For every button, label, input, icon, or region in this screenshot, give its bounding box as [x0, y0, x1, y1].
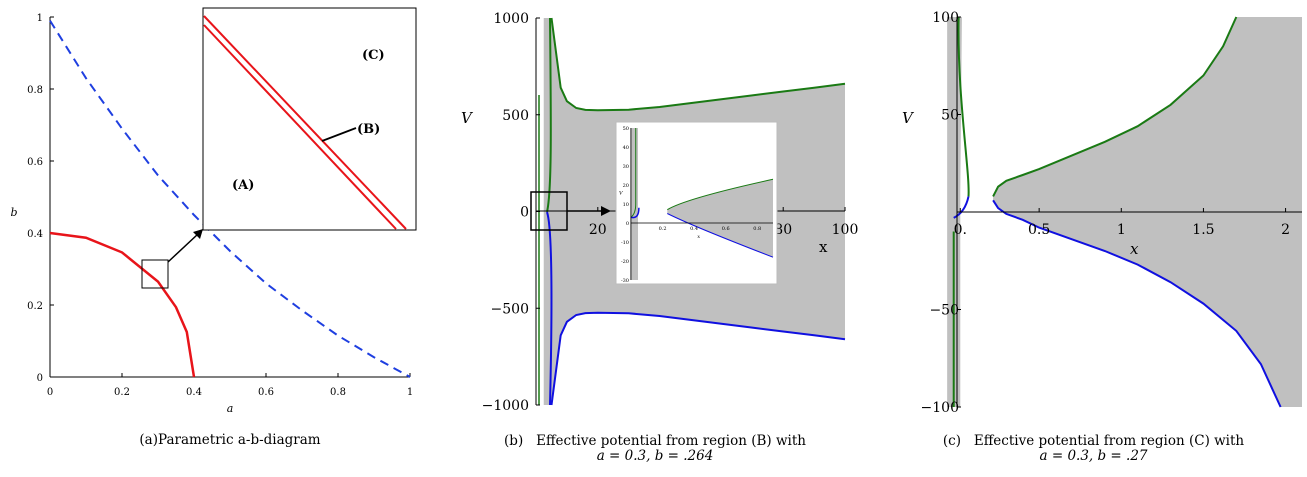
dashed-boundary-curve — [49, 20, 411, 378]
lower-potential-curve — [550, 311, 846, 406]
inset-y-tick-label: 50 — [623, 126, 629, 132]
inset-x-tick-label: 0.8 — [753, 226, 761, 232]
caption-a: (a)Parametric a-b-diagram — [80, 433, 380, 448]
inset-pointer-b — [321, 127, 357, 142]
inset-x-label: x — [697, 234, 700, 240]
y-tick-label: −100 — [921, 400, 959, 416]
y-tick-label: 50 — [941, 108, 959, 124]
x-axis-label: a — [227, 402, 234, 415]
inset-curve-lower — [203, 24, 397, 230]
caption-b-prefix: (b) — [504, 433, 524, 449]
panel-a: 0 0.2 0.4 0.6 0.8 1 0 0.2 0.4 0.6 0.8 1 a b (A) (B) (C) … — [0, 0, 430, 473]
y-tick-label: 0.6 — [27, 157, 43, 168]
left-lower-branch — [953, 196, 970, 219]
inset-x-tick-label: 0.4 — [690, 226, 698, 232]
left-upper-branch — [957, 16, 970, 197]
y-axis-label: b — [10, 206, 17, 219]
caption-b-line2: a = 0.3, b = .264 — [596, 448, 714, 464]
upper-potential-curve — [550, 17, 846, 112]
y-tick-label: 0.4 — [27, 229, 43, 240]
inset-shaded-region — [667, 179, 773, 258]
zoom-arrow-head — [193, 229, 203, 239]
inset-x-tick-label: 0.6 — [722, 226, 730, 232]
zoom-box — [141, 259, 169, 289]
inset-label-c: (C) — [362, 48, 385, 63]
x-tick-label: 80 — [774, 222, 792, 238]
x-tick-label: 0.4 — [186, 387, 202, 398]
y-axis-label: V — [902, 109, 915, 127]
x-tick-label: 0 — [47, 387, 53, 398]
x-tick-label: 0.6 — [258, 387, 274, 398]
inset-upper-curve — [667, 178, 774, 211]
caption-c-line2: a = 0.3, b = .27 — [1039, 448, 1148, 464]
caption-b-line1: Effective potential from region (B) with — [536, 433, 806, 449]
lower-potential-curve — [992, 199, 1282, 408]
chart-a: 0 0.2 0.4 0.6 0.8 1 0 0.2 0.4 0.6 0.8 1 a b (A) (B) (C) — [10, 7, 417, 415]
caption-a-prefix: (a) — [139, 432, 158, 448]
y-tick-label: 100 — [932, 10, 959, 26]
caption-a-text: Parametric a-b-diagram — [157, 432, 321, 448]
caption-c-line1: Effective potential from region (C) with — [973, 433, 1245, 449]
x-tick-label: 0. — [954, 222, 967, 238]
solid-boundary-curve — [49, 231, 196, 378]
caption-c-prefix: (c) — [942, 433, 961, 449]
panel-c: 100 50 −50 −100 0. 0.5 1 1.5 2 x V (c) Effective p… — [880, 0, 1307, 473]
caption-b: (b) Effective potential from region (B) … — [445, 434, 865, 464]
inset-y-tick-label: 40 — [623, 145, 629, 151]
x-tick-label: 1.5 — [1192, 222, 1214, 238]
inset-x-tick-label: 0.2 — [659, 226, 667, 232]
left-upper-branch — [546, 17, 552, 213]
x-tick-label: 0.8 — [330, 387, 346, 398]
x-tick-label: 20 — [589, 222, 607, 238]
caption-c: (c) Effective potential from region (C) … — [880, 434, 1307, 464]
inset-y-tick-label: -10 — [621, 240, 629, 246]
y-tick-label: 1 — [37, 13, 43, 24]
x-tick-label: 2 — [1281, 222, 1290, 238]
inset-y-tick-label: -30 — [621, 278, 629, 284]
inset-label-a: (A) — [232, 178, 254, 193]
y-tick-label: 0.8 — [27, 85, 43, 96]
y-tick-label: −50 — [929, 303, 959, 319]
inset-y-tick-label: -20 — [621, 259, 629, 265]
left-lower-branch — [546, 211, 553, 406]
inset-left-upper — [630, 128, 637, 218]
y-tick-label: 500 — [502, 108, 529, 124]
inset-shaded-strip — [630, 128, 638, 280]
inset-y-tick-label: 30 — [623, 164, 629, 170]
x-axis-label: x — [1130, 240, 1139, 258]
panel-b: 1000 500 0 −500 −1000 20 80 100 x V 50 40 30 20 10 0 -10… — [445, 0, 865, 473]
inset-y-tick-label: 20 — [623, 183, 629, 189]
x-tick-label: 1 — [407, 387, 413, 398]
x-tick-label: 0.2 — [114, 387, 130, 398]
inset-label-b: (B) — [357, 122, 380, 137]
inset-curve-upper — [203, 15, 407, 230]
inset-y-tick-label: 0 — [626, 221, 629, 227]
inset-y-tick-label: 10 — [623, 202, 629, 208]
inset-frame — [202, 7, 417, 231]
y-tick-label: 0 — [37, 373, 43, 384]
zoom-arrow — [167, 233, 199, 263]
inset-lower-curve — [667, 213, 774, 258]
inset-left-lower — [630, 207, 640, 219]
zoom-arrow-head — [601, 206, 611, 216]
x-tick-label: 1 — [1117, 222, 1126, 238]
y-tick-label: 0.2 — [27, 301, 43, 312]
upper-potential-curve — [992, 16, 1238, 197]
x-tick-label: 0.5 — [1028, 222, 1050, 238]
y-tick-label: −1000 — [482, 398, 529, 414]
y-axis-label: V — [461, 109, 474, 127]
inset-y-label: V — [619, 191, 624, 197]
y-tick-label: 0 — [520, 205, 529, 221]
x-tick-label: 100 — [832, 222, 859, 238]
y-tick-label: −500 — [491, 301, 529, 317]
chart-c: 100 50 −50 −100 0. 0.5 1 1.5 2 x V — [902, 10, 1302, 416]
y-tick-label: 1000 — [493, 11, 529, 27]
x-axis-label: x — [819, 238, 828, 256]
